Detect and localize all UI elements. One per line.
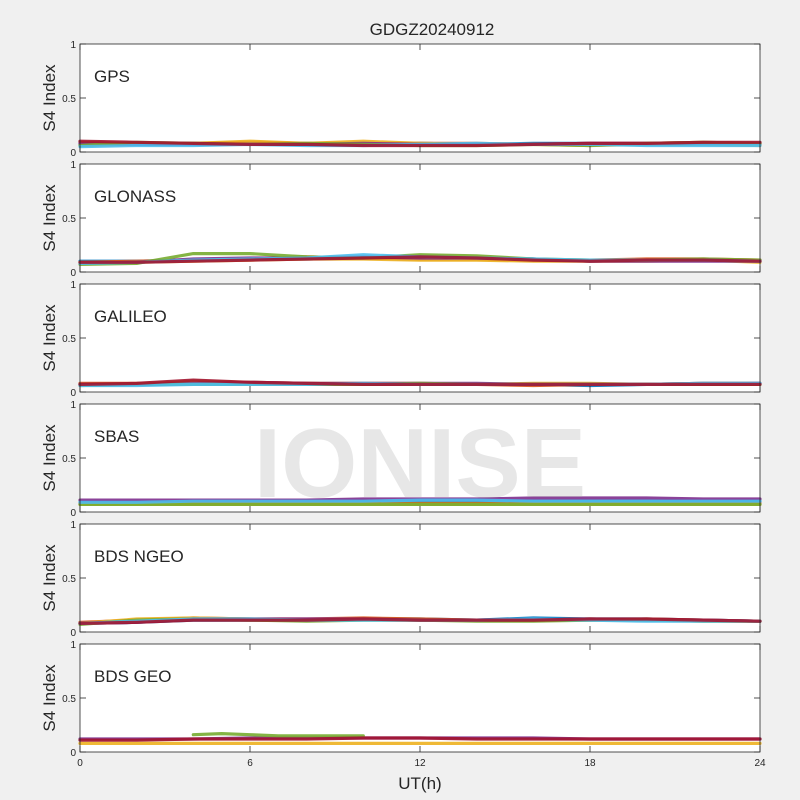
panel-bds-ngeo-series-7 [78, 617, 762, 626]
panel-sbas-label: SBAS [94, 427, 139, 446]
x-tick-label: 0 [77, 758, 83, 769]
panel-bds-ngeo-y-tick-label: 0.5 [62, 574, 76, 585]
panel-bds-geo-y-tick-label: 0 [70, 748, 76, 759]
panel-glonass-y-tick-label: 1 [70, 160, 76, 171]
panel-galileo-plot-area [80, 284, 760, 392]
panel-bds-geo-plot-area [80, 644, 760, 752]
panel-sbas-series-6 [78, 498, 762, 504]
panel-sbas-y-tick-label: 1 [70, 400, 76, 411]
panel-bds-ngeo-y-tick-label: 0 [70, 628, 76, 639]
figure-title: GDGZ20240912 [370, 20, 495, 39]
panel-bds-ngeo-label: BDS NGEO [94, 547, 184, 566]
panel-gps-series-7 [78, 139, 762, 148]
panel-sbas-y-axis-label: S4 Index [40, 424, 59, 492]
panel-bds-geo-y-axis-label: S4 Index [40, 664, 59, 732]
panel-galileo-y-axis-label: S4 Index [40, 304, 59, 372]
panel-galileo-y-tick-label: 0.5 [62, 334, 76, 345]
panel-galileo-label: GALILEO [94, 307, 167, 326]
panel-bds-geo-label: BDS GEO [94, 667, 171, 686]
panel-bds-geo: 0 0.5 1 0 6 12 18 24 BDS GEO S4 Index [40, 640, 766, 769]
panel-galileo-y-tick-label: 0 [70, 388, 76, 399]
panel-sbas-plot-area [80, 404, 760, 512]
panel-bds-ngeo: 0 0.5 1 BDS NGEO S4 Index [40, 520, 762, 639]
panel-bds-geo-y-tick-label: 0.5 [62, 694, 76, 705]
x-tick-label: 12 [414, 758, 426, 769]
panel-bds-geo-y-tick-label: 1 [70, 640, 76, 651]
x-tick-label: 6 [247, 758, 253, 769]
panel-galileo-series-7 [78, 378, 762, 386]
panel-sbas-y-tick-label: 0 [70, 508, 76, 519]
panel-glonass-y-tick-label: 0 [70, 268, 76, 279]
panel-sbas: 0 0.5 1 SBAS S4 Index [40, 400, 762, 519]
panel-gps-plot-area [80, 44, 760, 152]
panel-gps-y-axis-label: S4 Index [40, 64, 59, 132]
panel-gps: 0 0.5 1 GPS S4 Index [40, 40, 762, 159]
panel-gps-label: GPS [94, 67, 130, 86]
panel-sbas-y-tick-label: 0.5 [62, 454, 76, 465]
panel-glonass-y-tick-label: 0.5 [62, 214, 76, 225]
panel-bds-geo-series-4 [78, 736, 762, 742]
panel-glonass-label: GLONASS [94, 187, 176, 206]
watermark: IONISE [254, 408, 586, 518]
panel-bds-geo-series-3 [191, 731, 365, 738]
panel-gps-y-tick-label: 0 [70, 148, 76, 159]
panel-galileo-y-tick-label: 1 [70, 280, 76, 291]
panel-glonass-series-7 [78, 255, 762, 264]
panel-gps-y-tick-label: 1 [70, 40, 76, 51]
x-tick-label: 18 [584, 758, 596, 769]
x-axis-label: UT(h) [398, 774, 441, 793]
panel-gps-y-tick-label: 0.5 [62, 94, 76, 105]
panel-glonass-y-axis-label: S4 Index [40, 184, 59, 252]
panel-bds-ngeo-plot-area [80, 524, 760, 632]
panel-bds-ngeo-y-tick-label: 1 [70, 520, 76, 531]
panels-group: 0 0.5 1 GPS S4 Index 0 0.5 1 GLONASS S4 Index 0 0.5… [40, 40, 766, 769]
panel-glonass: 0 0.5 1 GLONASS S4 Index [40, 160, 762, 279]
panel-galileo: 0 0.5 1 GALILEO S4 Index [40, 280, 762, 399]
panel-bds-ngeo-y-axis-label: S4 Index [40, 544, 59, 612]
x-tick-label: 24 [754, 758, 766, 769]
